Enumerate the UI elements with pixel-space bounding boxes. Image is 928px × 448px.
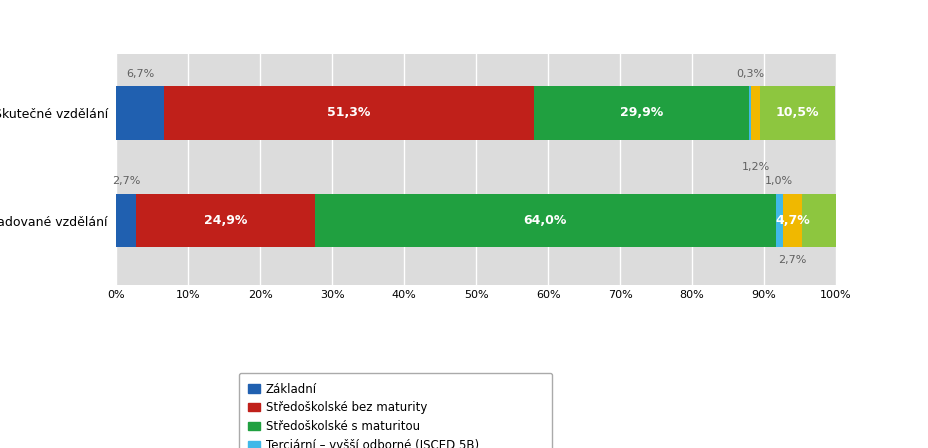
Bar bbox=[748, 86, 751, 140]
Bar bbox=[759, 86, 834, 140]
Text: 51,3%: 51,3% bbox=[327, 107, 370, 120]
Text: 2,7%: 2,7% bbox=[111, 176, 140, 186]
Text: 6,7%: 6,7% bbox=[126, 69, 154, 78]
Bar bbox=[116, 194, 135, 247]
Text: 0,3%: 0,3% bbox=[735, 69, 764, 78]
Bar bbox=[802, 194, 835, 247]
Text: 1,0%: 1,0% bbox=[765, 176, 793, 186]
Bar bbox=[135, 194, 315, 247]
Text: 2,7%: 2,7% bbox=[778, 255, 806, 265]
Bar bbox=[164, 86, 533, 140]
Text: 64,0%: 64,0% bbox=[523, 214, 566, 227]
Legend: Základní, Středoškolské bez maturity, Středoškolské s maturitou, Terciární – vyš: Základní, Středoškolské bez maturity, St… bbox=[238, 373, 552, 448]
Bar bbox=[315, 194, 775, 247]
Bar bbox=[751, 86, 759, 140]
Text: 4,7%: 4,7% bbox=[774, 214, 809, 227]
Text: 29,9%: 29,9% bbox=[619, 107, 663, 120]
Bar bbox=[782, 194, 802, 247]
Bar bbox=[533, 86, 748, 140]
Bar bbox=[116, 86, 164, 140]
Text: 10,5%: 10,5% bbox=[775, 107, 818, 120]
Text: 24,9%: 24,9% bbox=[203, 214, 247, 227]
Text: 1,2%: 1,2% bbox=[741, 162, 768, 172]
Bar bbox=[775, 194, 782, 247]
